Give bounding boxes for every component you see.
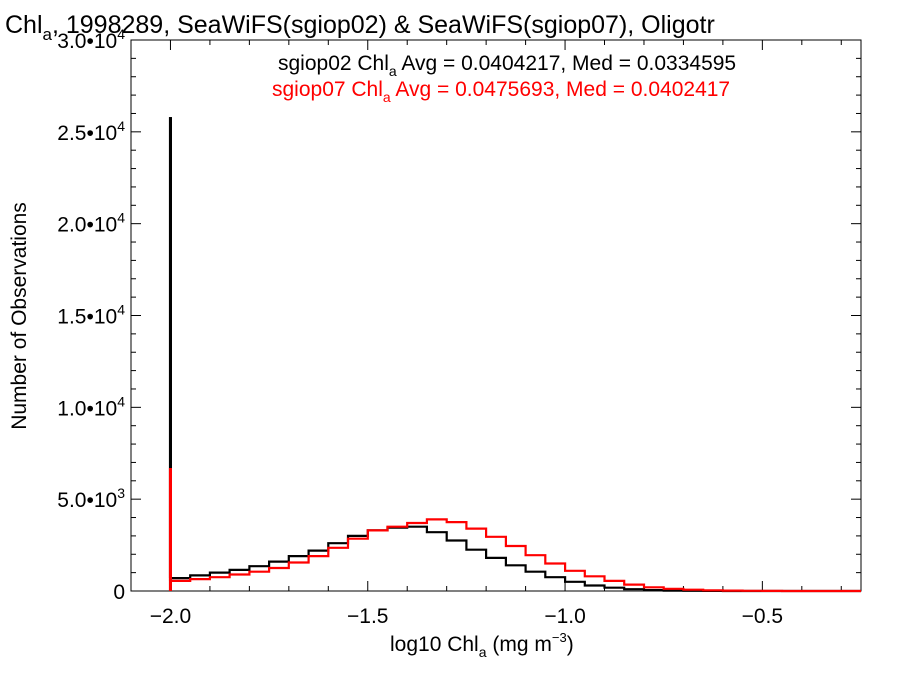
y-tick-label-exponent: 4 [117, 210, 125, 226]
y-tick-label: 0 [113, 581, 125, 604]
legend-entry-sgiop02: sgiop02 Chla Avg = 0.0404217, Med = 0.03… [278, 52, 736, 79]
y-tick-label-mantissa: 2.5•10 [57, 122, 117, 145]
y-tick-label-mantissa: 1.5•10 [57, 306, 117, 329]
y-tick-label: 5.0•103 [57, 485, 125, 512]
y-tick-label: 1.5•104 [57, 302, 125, 329]
chart-title: Chla, 1998289, SeaWiFS(sgiop02) & SeaWiF… [5, 11, 715, 44]
y-tick-label-exponent: 4 [117, 302, 125, 318]
y-tick-label-mantissa: 3.0•10 [57, 30, 117, 53]
y-tick-label-mantissa: 0 [113, 581, 125, 604]
chart-title-main: Chl [5, 11, 43, 39]
y-tick-label-exponent: 4 [117, 393, 125, 409]
x-axis-label-main: log10 Chl [390, 633, 479, 656]
legend-sgiop02-rest: Avg = 0.0404217, Med = 0.0334595 [397, 52, 736, 75]
y-tick-label-exponent: 4 [117, 26, 125, 42]
series-line-sgiop02 [170, 525, 861, 593]
y-tick-label: 2.0•104 [57, 210, 125, 237]
legend-sgiop07-rest: Avg = 0.0475693, Med = 0.0402417 [391, 78, 730, 101]
series-line-sgiop07 [170, 518, 861, 593]
chart-title-rest: , 1998289, SeaWiFS(sgiop02) & SeaWiFS(sg… [52, 11, 715, 39]
legend-entry-sgiop07: sgiop07 Chla Avg = 0.0475693, Med = 0.04… [272, 78, 730, 105]
chart-title-subscript: a [43, 25, 53, 44]
legend-sgiop07-subscript: a [383, 89, 391, 105]
series-layer [168, 117, 861, 593]
y-tick-label: 1.0•104 [57, 393, 125, 420]
y-tick-label: 2.5•104 [57, 118, 125, 145]
legend-sgiop02-subscript: a [389, 63, 397, 79]
x-tick-label: −1.0 [544, 605, 585, 628]
x-axis-label: log10 Chla (mg m−3) [390, 630, 574, 660]
y-axis: 05.0•1031.0•1041.5•1042.0•1042.5•1043.0•… [57, 26, 861, 604]
y-tick-label-exponent: 4 [117, 118, 125, 134]
x-tick-label: −2.0 [150, 605, 191, 628]
x-axis-label-close: ) [567, 633, 574, 656]
y-tick-label-mantissa: 5.0•10 [57, 489, 117, 512]
y-axis-label: Number of Observations [8, 202, 31, 430]
x-axis: −2.0 −1.5 −1.0 −0.5 [150, 40, 842, 628]
y-tick-label-exponent: 3 [117, 485, 125, 501]
legend: sgiop02 Chla Avg = 0.0404217, Med = 0.03… [272, 52, 736, 105]
x-tick-label: −1.5 [347, 605, 388, 628]
x-axis-label-superscript: −3 [552, 630, 567, 645]
plot-frame [130, 39, 862, 592]
plot-area [130, 39, 862, 592]
x-tick-label: −0.5 [742, 605, 783, 628]
y-tick-label-mantissa: 1.0•10 [57, 397, 117, 420]
legend-sgiop07-main: sgiop07 Chl [272, 78, 383, 101]
legend-sgiop02-main: sgiop02 Chl [278, 52, 389, 75]
x-axis-label-subscript: a [479, 644, 487, 660]
y-tick-label: 3.0•104 [57, 26, 125, 53]
x-axis-label-units: (mg m [487, 633, 552, 656]
y-tick-label-mantissa: 2.0•10 [57, 214, 117, 237]
